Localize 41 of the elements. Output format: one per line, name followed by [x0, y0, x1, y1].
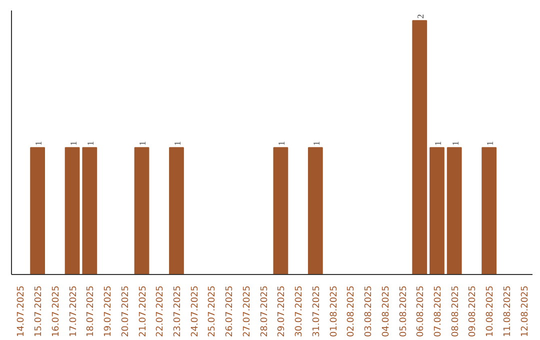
data-label: 1 — [34, 141, 44, 146]
x-tick-label: 24.07.2025 — [190, 286, 200, 338]
x-tick-label: 16.07.2025 — [51, 286, 62, 338]
x-tick-label: 08.08.2025 — [450, 286, 461, 338]
data-label: 1 — [311, 141, 322, 146]
data-label: 1 — [276, 141, 287, 146]
x-tick-label: 27.07.2025 — [242, 286, 252, 338]
x-tick-label: 26.07.2025 — [225, 286, 236, 338]
x-tick-label: 02.08.2025 — [346, 286, 357, 338]
x-tick-label: 09.08.2025 — [468, 286, 478, 338]
x-tick-label: 15.07.2025 — [34, 286, 44, 338]
x-tick-label: 05.08.2025 — [398, 286, 409, 338]
x-tick-label: 21.07.2025 — [138, 286, 148, 338]
x-tick-label: 10.08.2025 — [486, 286, 496, 338]
x-tick-label: 31.07.2025 — [312, 286, 322, 338]
data-label: 1 — [138, 141, 148, 146]
data-label: 1 — [432, 141, 443, 146]
x-tick-label: 22.07.2025 — [156, 286, 166, 338]
x-tick-label: 20.07.2025 — [120, 286, 131, 338]
x-tick-label: 11.08.2025 — [502, 286, 513, 338]
data-label: 1 — [450, 141, 460, 146]
data-label: 1 — [86, 141, 96, 146]
data-label: 2 — [416, 14, 426, 19]
x-tick-label: 06.08.2025 — [416, 286, 426, 338]
x-tick-label: 29.07.2025 — [277, 286, 288, 338]
x-tick-label: 17.07.2025 — [68, 286, 79, 338]
x-tick-label: 03.08.2025 — [364, 286, 374, 338]
x-tick-label: 30.07.2025 — [294, 286, 305, 338]
x-tick-label: 18.07.2025 — [86, 286, 96, 338]
x-tick-label: 28.07.2025 — [260, 286, 270, 338]
x-tick-label: 12.08.2025 — [520, 286, 530, 338]
x-tick-label: 07.08.2025 — [433, 286, 444, 338]
x-tick-label: 23.07.2025 — [172, 286, 183, 338]
data-label: 1 — [172, 141, 182, 146]
x-tick-label: 04.08.2025 — [381, 286, 392, 338]
x-tick-label: 01.08.2025 — [329, 286, 340, 338]
x-tick-label: 14.07.2025 — [16, 286, 27, 338]
x-tick-label: 19.07.2025 — [104, 286, 114, 338]
data-label: 1 — [68, 141, 78, 146]
data-label: 1 — [485, 141, 496, 146]
x-tick-label: 25.07.2025 — [208, 286, 218, 338]
